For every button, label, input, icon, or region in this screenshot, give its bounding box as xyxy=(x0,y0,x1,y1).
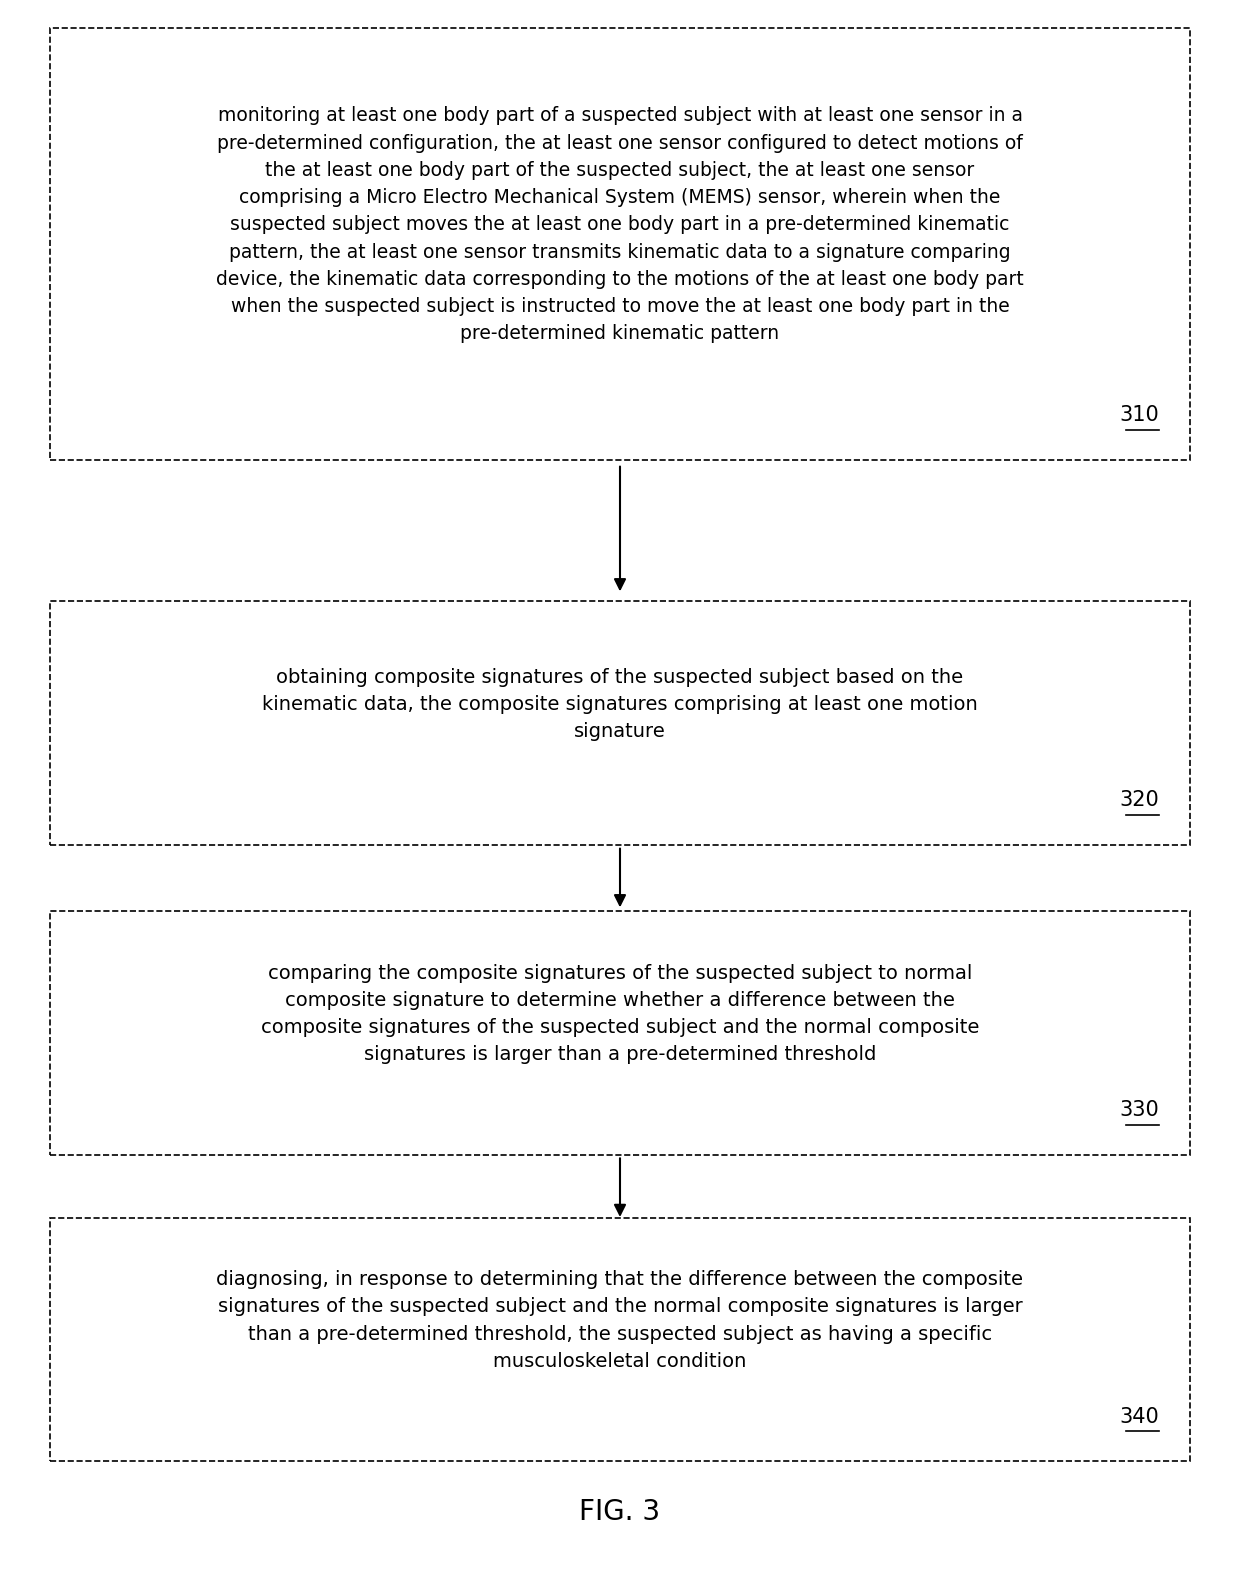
Text: 340: 340 xyxy=(1120,1407,1159,1427)
FancyBboxPatch shape xyxy=(50,912,1190,1154)
FancyBboxPatch shape xyxy=(50,27,1190,459)
FancyBboxPatch shape xyxy=(50,601,1190,844)
Text: 320: 320 xyxy=(1120,791,1159,811)
Text: 310: 310 xyxy=(1120,406,1159,424)
Text: FIG. 3: FIG. 3 xyxy=(579,1498,661,1526)
Text: monitoring at least one body part of a suspected subject with at least one senso: monitoring at least one body part of a s… xyxy=(216,107,1024,343)
Text: obtaining composite signatures of the suspected subject based on the
kinematic d: obtaining composite signatures of the su… xyxy=(262,668,978,740)
Text: comparing the composite signatures of the suspected subject to normal
composite : comparing the composite signatures of th… xyxy=(260,964,980,1064)
Text: 330: 330 xyxy=(1120,1100,1159,1119)
Text: diagnosing, in response to determining that the difference between the composite: diagnosing, in response to determining t… xyxy=(217,1270,1023,1371)
FancyBboxPatch shape xyxy=(50,1217,1190,1462)
